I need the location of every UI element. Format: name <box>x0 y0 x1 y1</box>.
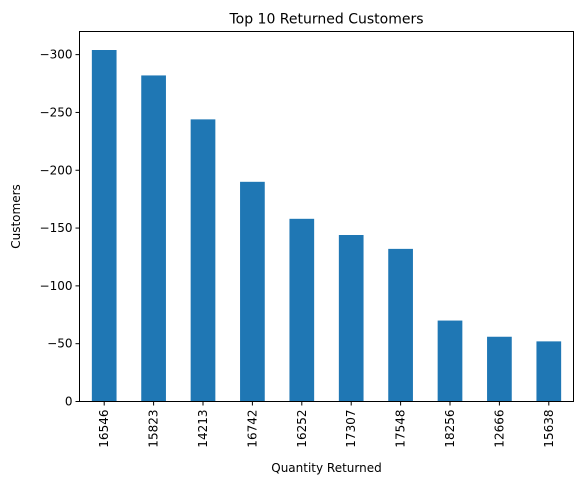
y-tick-label: −50 <box>47 337 72 351</box>
x-tick-label: 17548 <box>394 410 408 448</box>
bar-17307 <box>338 235 364 402</box>
y-tick-label: −300 <box>40 48 73 62</box>
y-tick-label: −200 <box>40 163 73 177</box>
plot-frame <box>79 31 574 402</box>
y-tick-label: 0 <box>65 395 73 409</box>
y-axis-title: Customers <box>9 184 23 249</box>
y-axis: 0 −50 −100 −150 −200 −250 −300 <box>40 48 80 409</box>
bar-16742 <box>240 181 265 402</box>
bar-18256 <box>437 320 463 402</box>
y-tick-label: −150 <box>40 221 73 235</box>
x-tick-label: 16546 <box>97 410 111 448</box>
x-tick-label: 16742 <box>245 410 259 448</box>
bar-16252 <box>289 218 315 402</box>
chart-title: Top 10 Returned Customers <box>228 12 423 28</box>
bar-12666 <box>487 336 512 402</box>
bar-17548 <box>388 248 413 402</box>
x-tick-label: 16252 <box>295 410 309 448</box>
x-tick-label: 14213 <box>196 410 210 448</box>
x-axis-title: Quantity Returned <box>271 461 382 475</box>
x-tick-label: 15823 <box>147 410 161 448</box>
x-tick-label: 17307 <box>344 410 358 448</box>
y-tick-label: −250 <box>40 105 73 119</box>
x-axis: 16546 15823 14213 16742 16252 17307 17548 18256… <box>97 401 556 448</box>
bar-15823 <box>141 75 166 402</box>
bar-14213 <box>190 119 216 402</box>
x-tick-label: 18256 <box>443 410 457 448</box>
y-tick-label: −100 <box>40 279 73 293</box>
bars-group <box>91 50 562 402</box>
bar-15638 <box>536 341 562 402</box>
x-tick-label: 12666 <box>492 410 506 448</box>
bar-16546 <box>91 50 117 402</box>
x-tick-label: 15638 <box>542 410 556 448</box>
